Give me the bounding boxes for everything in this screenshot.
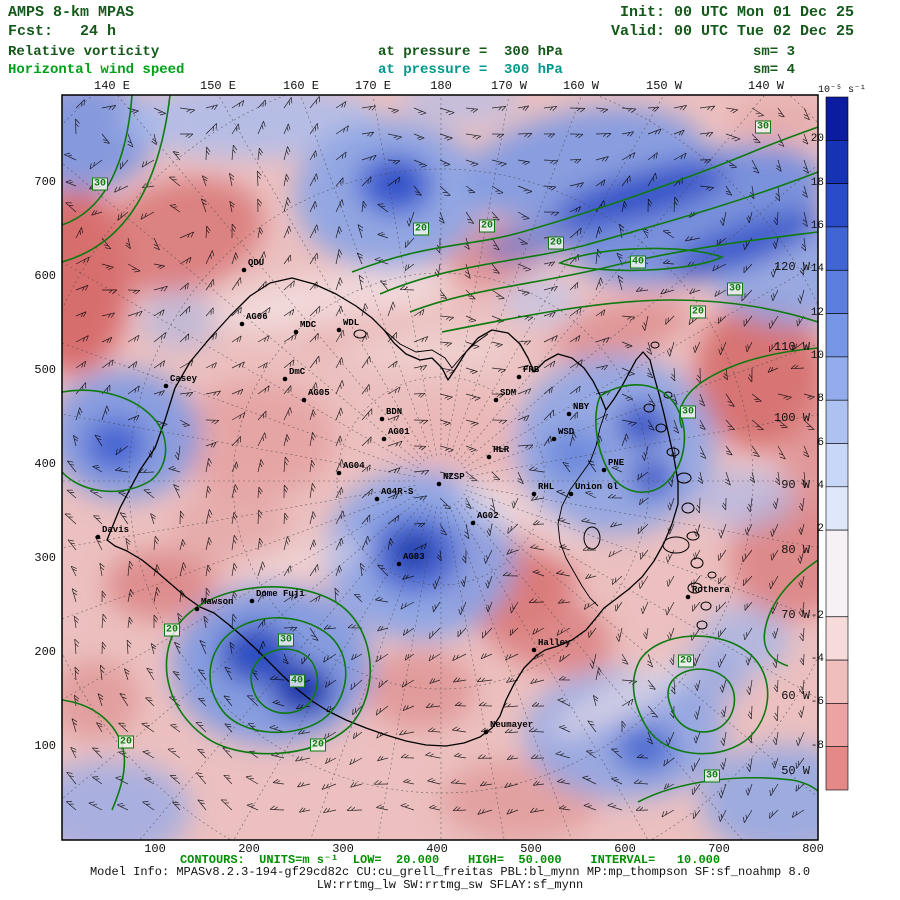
field2-name: Horizontal wind speed [8, 62, 185, 78]
field1-name: Relative vorticity [8, 44, 160, 60]
coastline [106, 277, 717, 747]
vorticity-field [62, 95, 818, 840]
wind-barbs [64, 96, 815, 823]
wind-speed-contours [62, 95, 818, 811]
valid-time: Valid: 00 UTC Tue 02 Dec 25 [610, 23, 854, 40]
field2-level: at pressure = 300 hPa [378, 62, 563, 78]
forecast-hour: Fcst: 24 h [8, 23, 117, 40]
colorbar-scale [825, 96, 849, 791]
field2-smoothing: sm= 4 [753, 62, 796, 78]
model-info: Model Info: MPASv8.2.3-194-gf29cd82c CU:… [89, 865, 811, 879]
init-time: Init: 00 UTC Mon 01 Dec 25 [619, 4, 854, 21]
contour-legend: CONTOURS: UNITS=m s⁻¹ LOW= 20.000 HIGH= … [179, 853, 721, 867]
physics-info: LW:rrtmg_lw SW:rrtmg_sw SFLAY:sf_mynn [316, 878, 584, 892]
model-title: AMPS 8-km MPAS [8, 4, 135, 21]
field1-level: at pressure = 300 hPa [378, 44, 563, 60]
map-frame [61, 94, 819, 841]
field1-smoothing: sm= 3 [753, 44, 796, 60]
station-markers [95, 267, 691, 735]
